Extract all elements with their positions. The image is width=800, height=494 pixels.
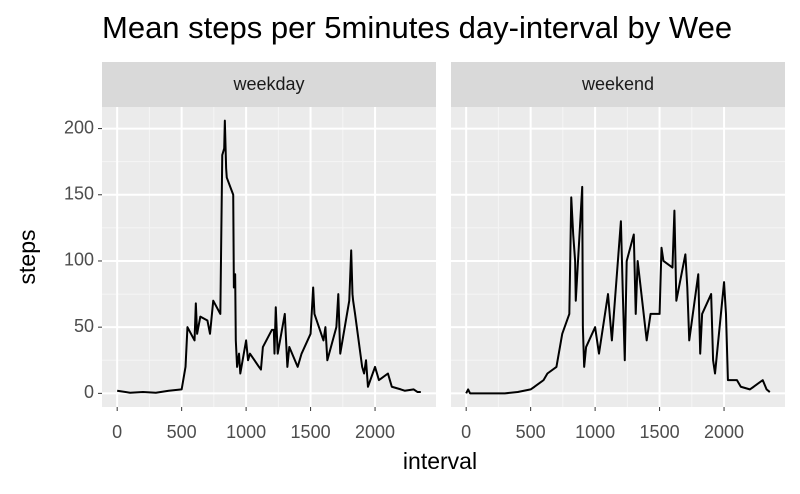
x-tick-label: 1500 — [640, 422, 680, 442]
y-tick-label: 200 — [64, 117, 94, 137]
data-line — [117, 119, 421, 394]
data-line — [465, 185, 771, 395]
strip — [451, 62, 785, 107]
x-axis-title: interval — [403, 448, 477, 474]
y-tick-label: 50 — [74, 316, 94, 336]
y-tick-label: 150 — [64, 184, 94, 204]
x-tick-label: 1500 — [291, 422, 331, 442]
x-tick-label: 1000 — [575, 422, 615, 442]
strip-label: weekday — [232, 74, 304, 94]
x-tick-label: 2000 — [704, 422, 744, 442]
y-tick-label: 100 — [64, 250, 94, 270]
y-tick-label: 0 — [84, 382, 94, 402]
x-tick-label: 0 — [112, 422, 122, 442]
x-tick-label: 2000 — [355, 422, 395, 442]
x-tick-label: 500 — [516, 422, 546, 442]
y-axis-title: steps — [14, 230, 40, 285]
chart-title: Mean steps per 5minutes day-interval by … — [102, 10, 732, 45]
strip — [102, 62, 436, 107]
x-tick-label: 1000 — [226, 422, 266, 442]
panel — [102, 107, 436, 407]
x-tick-label: 0 — [461, 422, 471, 442]
strip-label: weekend — [581, 74, 654, 94]
x-tick-label: 500 — [167, 422, 197, 442]
